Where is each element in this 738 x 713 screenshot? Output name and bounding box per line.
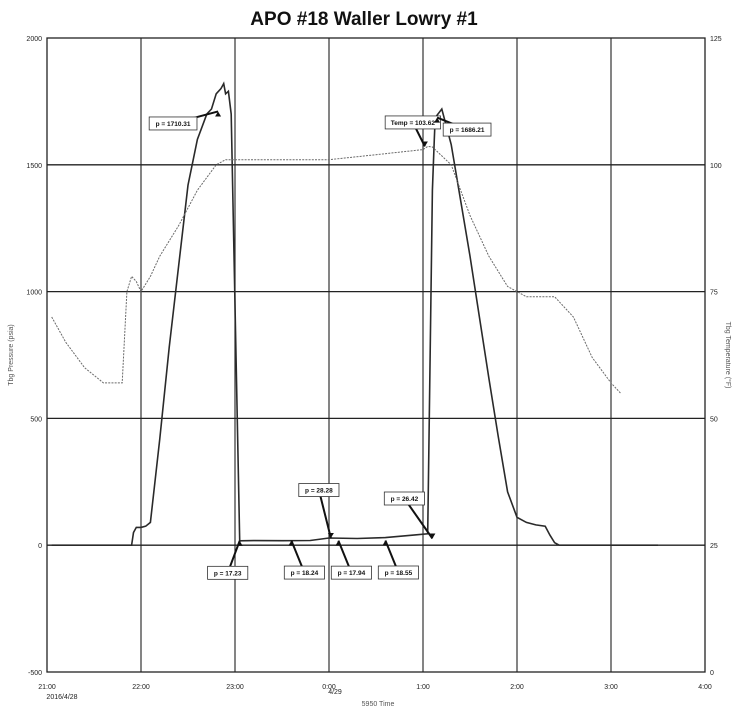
annotation-label: p = 26.42 [391, 496, 419, 503]
y2-tick-label: 25 [710, 543, 718, 550]
annotation-arrowhead [335, 540, 342, 546]
y-tick-label: 1500 [26, 163, 42, 170]
annotation-layer: p = 1710.31 Temp = 103.62 p = 1686.21 p = 2… [148, 110, 492, 580]
annotation-label: p = 1710.31 [156, 121, 191, 128]
x-tick-label: 3:00 [604, 684, 618, 691]
x-tick-label: 1:00 [416, 684, 430, 691]
y-tick-label: 2000 [26, 36, 42, 43]
pressure-series-line [51, 81, 658, 547]
annotation-arrowhead [215, 111, 222, 117]
x-axis-label: 5950 Time [362, 701, 395, 708]
y2-tick-label: 125 [710, 36, 722, 43]
annotation-arrowhead [327, 533, 334, 539]
annotation-arrow [317, 489, 332, 539]
annotation-arrowhead [434, 117, 441, 123]
annotation-label: p = 18.24 [291, 570, 319, 577]
annotation-arrowhead [288, 540, 295, 546]
y-tick-label: -500 [28, 670, 42, 677]
annotation-arrowhead [382, 540, 389, 546]
annotation-box [384, 115, 441, 130]
temperature-series-line [51, 145, 621, 394]
annotation-label: p = 1686.21 [450, 127, 485, 134]
x-tick-label: 4:00 [698, 684, 712, 691]
y2-tick-label: 0 [710, 670, 714, 677]
annotation-box [330, 565, 372, 580]
annotation-box [148, 116, 198, 131]
tick-layer: 21:00 22:00 23:00 0:00 1:00 2:00 3:00 4:00 2000 1… [26, 36, 721, 691]
annotation-label: p = 17.23 [214, 570, 242, 577]
x-date-label: 2016/4/28 [46, 694, 77, 701]
annotation-box [383, 491, 425, 506]
x-tick-label: 2:00 [510, 684, 524, 691]
annotation-box [377, 565, 419, 580]
series-layer [51, 81, 658, 547]
x-tick-label: 23:00 [226, 684, 244, 691]
annotation-arrowhead [421, 141, 428, 147]
y2-tick-label: 100 [710, 163, 722, 170]
annotation-box [283, 565, 325, 580]
y-tick-label: 500 [30, 416, 42, 423]
chart-title: APO #18 Waller Lowry #1 [250, 9, 478, 30]
y2-axis-label: Tbg Temperature (°F) [724, 322, 732, 389]
y2-tick-label: 75 [710, 290, 718, 297]
y2-tick-label: 50 [710, 416, 718, 423]
plot-frame [46, 37, 706, 673]
annotation-arrowhead [236, 540, 243, 546]
x-tick-label: 0:00 [322, 684, 336, 691]
annotation-label: Temp = 103.62 [391, 120, 436, 127]
y-tick-label: 0 [38, 543, 42, 550]
y-tick-label: 1000 [26, 290, 42, 297]
annotation-box [298, 483, 340, 497]
annotation-label: p = 28.28 [305, 488, 333, 495]
x-date-label-2: 4/29 [328, 689, 342, 696]
x-tick-label: 22:00 [132, 684, 150, 691]
annotation-box [442, 122, 492, 137]
annotation-label: p = 17.94 [338, 570, 366, 577]
annotation-arrowhead [429, 533, 436, 539]
x-tick-label: 21:00 [38, 684, 56, 691]
annotation-box [207, 565, 249, 580]
annotation-label: p = 18.55 [385, 570, 413, 577]
y-axis-label: Tbg Pressure (psia) [8, 324, 15, 385]
